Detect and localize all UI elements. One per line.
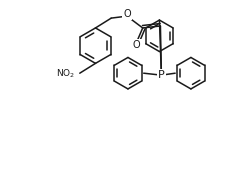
Text: NO$_2$: NO$_2$ (56, 68, 76, 80)
Text: P: P (158, 70, 165, 80)
Text: O: O (123, 9, 131, 19)
Text: O: O (133, 40, 140, 50)
